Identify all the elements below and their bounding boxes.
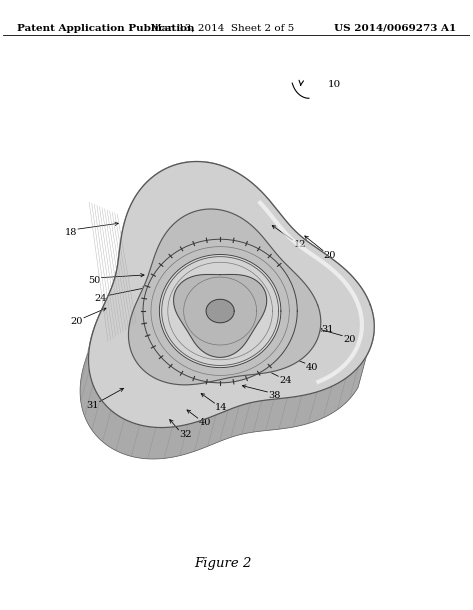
Polygon shape — [80, 271, 367, 459]
Text: 20: 20 — [70, 317, 83, 326]
Text: 31: 31 — [321, 325, 334, 334]
Text: 46: 46 — [290, 350, 303, 359]
Text: 32: 32 — [179, 431, 192, 439]
Text: 20: 20 — [343, 335, 356, 344]
Text: 10: 10 — [328, 80, 341, 89]
Polygon shape — [88, 162, 374, 428]
Text: Figure 2: Figure 2 — [194, 557, 251, 570]
Polygon shape — [174, 274, 267, 357]
Text: 31: 31 — [86, 401, 99, 411]
Text: 24: 24 — [95, 295, 107, 303]
Text: 20: 20 — [324, 251, 336, 260]
Text: 14: 14 — [215, 403, 228, 412]
Text: 31: 31 — [228, 228, 240, 237]
Polygon shape — [88, 162, 374, 428]
Polygon shape — [206, 300, 234, 323]
Text: US 2014/0069273 A1: US 2014/0069273 A1 — [334, 24, 456, 33]
Polygon shape — [143, 239, 297, 383]
Text: 38: 38 — [269, 391, 281, 400]
Text: 40: 40 — [199, 418, 211, 428]
Text: Patent Application Publication: Patent Application Publication — [17, 24, 194, 33]
Text: Mar. 13, 2014  Sheet 2 of 5: Mar. 13, 2014 Sheet 2 of 5 — [151, 24, 294, 33]
Text: 18: 18 — [64, 228, 77, 237]
Text: 12: 12 — [293, 240, 306, 249]
Text: 40: 40 — [306, 363, 318, 371]
Text: 50: 50 — [88, 276, 100, 285]
Polygon shape — [129, 209, 321, 385]
Polygon shape — [159, 254, 281, 368]
Text: 24: 24 — [280, 376, 292, 385]
Polygon shape — [162, 257, 279, 365]
